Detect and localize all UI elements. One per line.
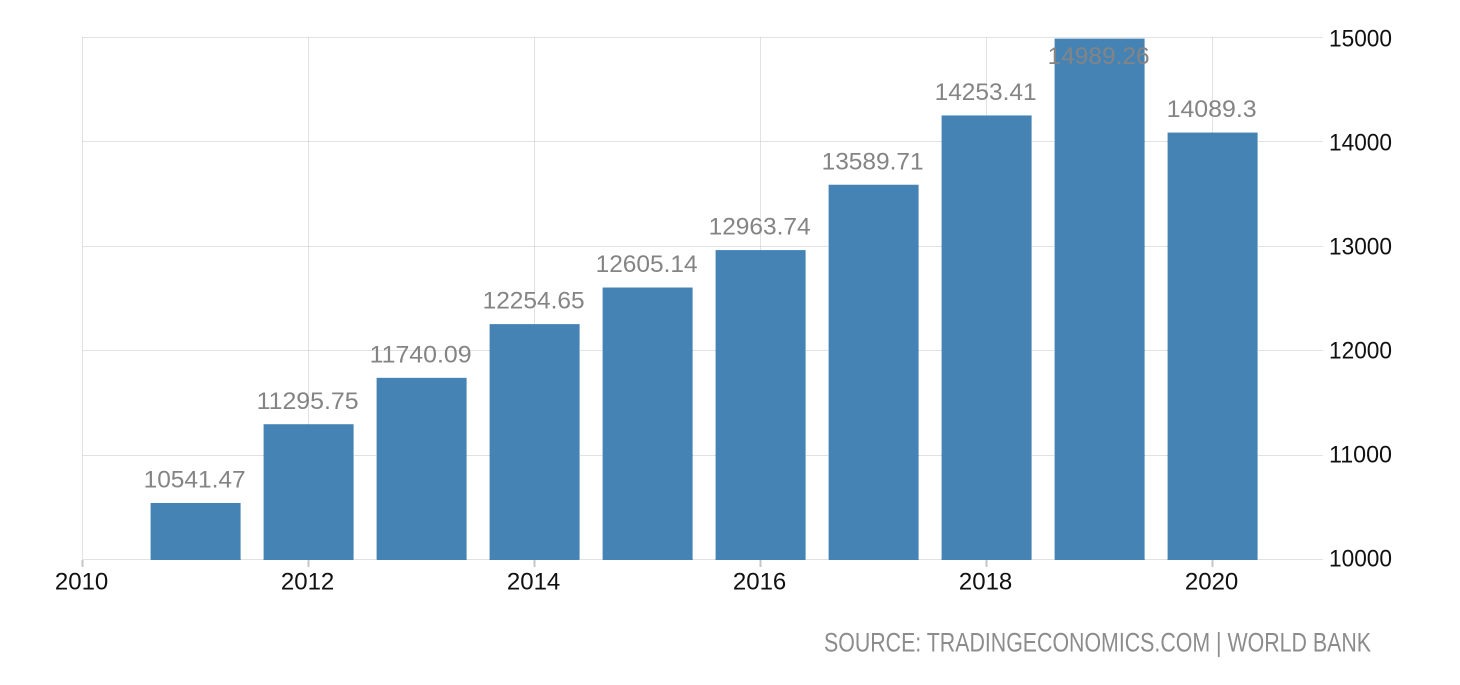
svg-text:13589.71: 13589.71	[822, 148, 924, 175]
svg-text:12000: 12000	[1329, 337, 1392, 364]
svg-text:15000: 15000	[1329, 25, 1392, 52]
svg-text:2016: 2016	[733, 568, 786, 595]
svg-text:14000: 14000	[1329, 129, 1392, 156]
svg-text:14253.41: 14253.41	[935, 79, 1037, 106]
svg-text:10541.47: 10541.47	[144, 467, 246, 494]
svg-text:10000: 10000	[1329, 545, 1392, 572]
svg-text:13000: 13000	[1329, 233, 1392, 260]
svg-text:2020: 2020	[1185, 568, 1238, 595]
svg-text:SOURCE: TRADINGECONOMICS.COM |: SOURCE: TRADINGECONOMICS.COM | WORLD BAN…	[824, 627, 1371, 657]
svg-text:14989.26: 14989.26	[1048, 43, 1150, 70]
svg-text:2014: 2014	[507, 568, 560, 595]
svg-text:11740.09: 11740.09	[370, 341, 472, 368]
svg-text:2012: 2012	[281, 568, 334, 595]
svg-text:12254.65: 12254.65	[483, 288, 585, 315]
svg-text:14089.3: 14089.3	[1167, 96, 1257, 123]
svg-text:11295.75: 11295.75	[257, 388, 359, 415]
svg-text:12963.74: 12963.74	[709, 214, 811, 241]
svg-text:2018: 2018	[959, 568, 1012, 595]
svg-text:11000: 11000	[1329, 441, 1392, 468]
svg-text:12605.14: 12605.14	[596, 251, 698, 278]
svg-text:2010: 2010	[55, 568, 108, 595]
